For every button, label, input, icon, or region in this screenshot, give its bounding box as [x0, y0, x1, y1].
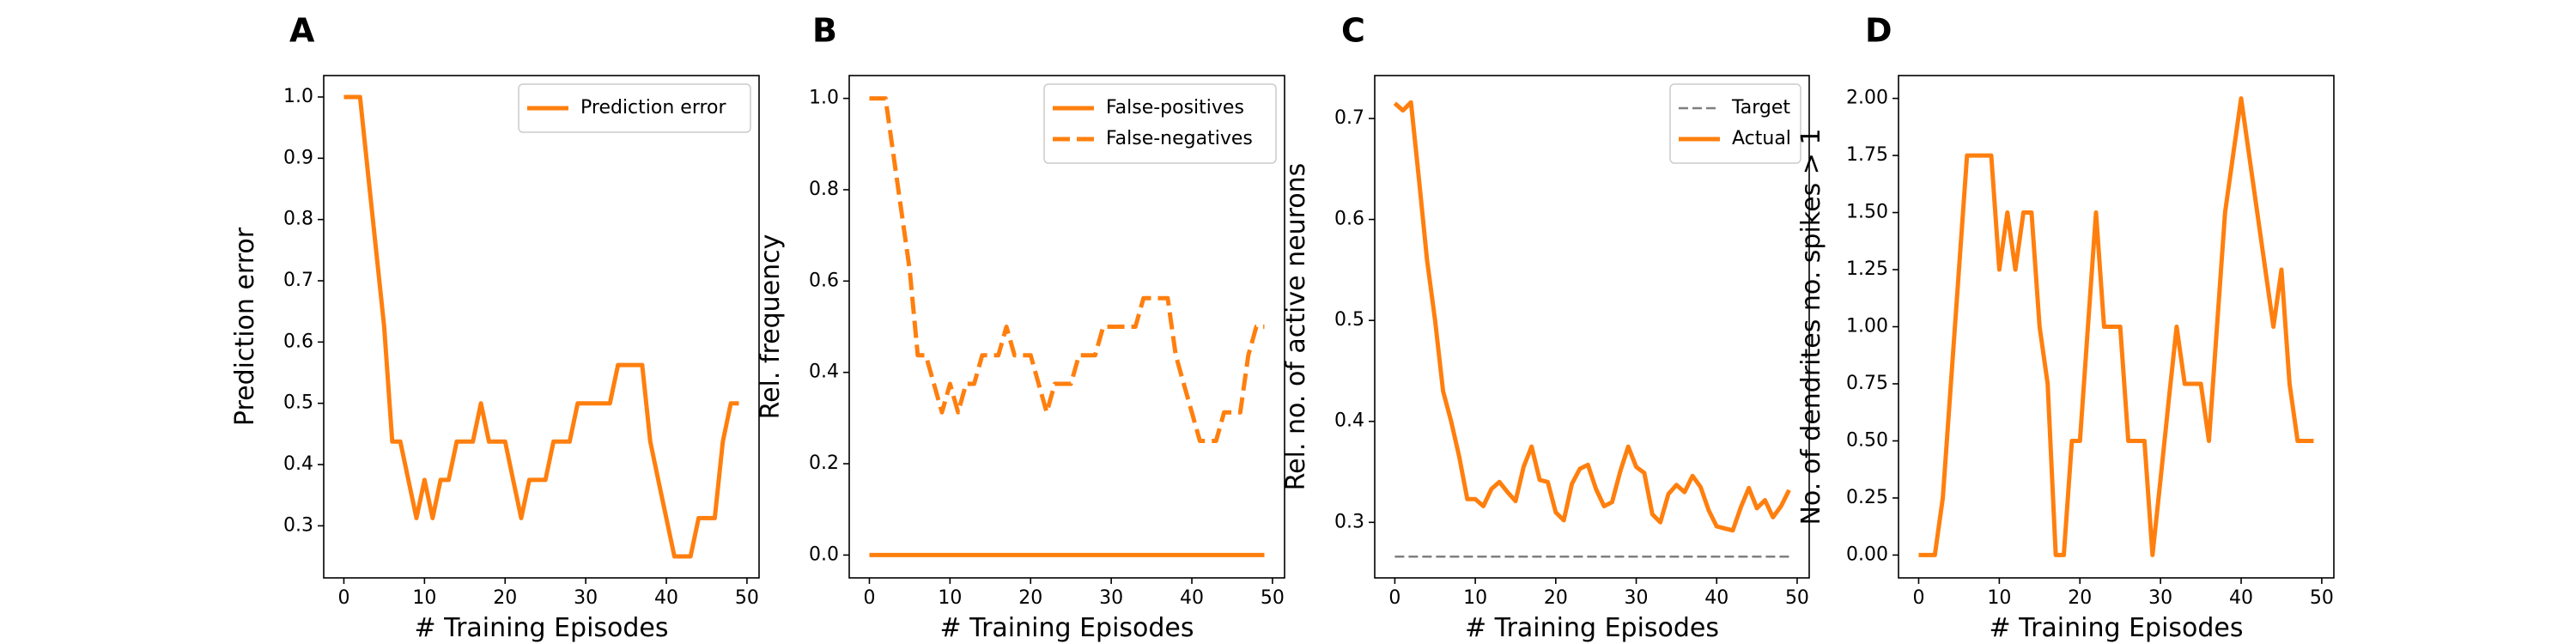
y-tick-label: 1.0 — [809, 88, 839, 109]
panel-letter: A — [289, 12, 315, 50]
panel-b: B 0 10 20 30 40 50 0.0 0.2 0.4 0.6 0.8 1.0 # Training… — [756, 12, 1285, 643]
legend-label: Prediction error — [580, 97, 726, 118]
x-axis-label: # Training Episodes — [414, 613, 668, 643]
y-axis-label: Rel. no. of active neurons — [1281, 163, 1311, 491]
y-tick-label: 0.6 — [809, 270, 839, 291]
x-tick-label: 40 — [1180, 587, 1204, 609]
y-tick-label: 1.75 — [1846, 144, 1888, 166]
y-tick-label: 0.8 — [283, 209, 313, 230]
x-tick-label: 30 — [574, 587, 598, 609]
y-tick-label: 0.50 — [1846, 429, 1888, 451]
legend-label: False-positives — [1106, 97, 1244, 118]
x-tick-label: 50 — [735, 587, 759, 609]
x-tick-label: 50 — [1261, 587, 1285, 609]
x-tick-label: 50 — [1785, 587, 1809, 609]
panel-c: C 0 10 20 30 40 50 0.3 0.4 0.5 0.6 0.7 # Training Ep… — [1281, 12, 1810, 643]
x-tick-label: 40 — [2229, 587, 2253, 609]
y-tick-label: 0.00 — [1846, 544, 1888, 565]
y-tick-label: 0.2 — [809, 453, 839, 474]
x-tick-label: 0 — [1388, 587, 1400, 609]
x-axis-label: # Training Episodes — [939, 613, 1194, 643]
legend: Target Actual — [1669, 83, 1801, 164]
panel-a: A 0 10 20 30 40 50 0.3 0.4 0.5 0.6 0.7 0.8 0.9 1.0 # Tr… — [230, 12, 760, 643]
x-tick-label: 0 — [337, 587, 349, 609]
x-tick-label: 0 — [863, 587, 875, 609]
y-tick-label: 0.4 — [809, 361, 839, 383]
panel-letter: B — [812, 12, 837, 50]
y-tick-label: 0.4 — [283, 453, 313, 475]
legend-box — [518, 83, 751, 133]
x-axis-label: # Training Episodes — [1989, 613, 2243, 643]
y-tick-label: 0.7 — [1334, 107, 1364, 129]
x-tick-label: 10 — [412, 587, 436, 609]
x-tick-label: 10 — [938, 587, 962, 609]
y-tick-label: 0.5 — [1334, 309, 1364, 331]
panel-d: D 0 10 20 30 40 50 0.00 0.25 0.50 0.75 1.00 1.25 1.50… — [1796, 12, 2335, 643]
axes-frame — [848, 75, 1285, 579]
y-tick-label: 0.6 — [1334, 209, 1364, 230]
y-tick-label: 2.00 — [1846, 88, 1888, 109]
y-axis-label: Prediction error — [230, 227, 260, 426]
x-tick-label: 20 — [1018, 587, 1042, 609]
y-tick-label: 0.3 — [1334, 511, 1364, 532]
y-tick-label: 0.9 — [283, 147, 313, 168]
y-tick-label: 1.00 — [1846, 316, 1888, 337]
x-tick-label: 20 — [493, 587, 517, 609]
y-tick-label: 0.7 — [283, 270, 313, 291]
y-axis-label: Rel. frequency — [756, 234, 786, 420]
x-tick-label: 50 — [2310, 587, 2334, 609]
legend: False-positives False-negatives — [1043, 83, 1277, 164]
plot-area — [343, 94, 739, 559]
y-tick-label: 1.25 — [1846, 258, 1888, 280]
y-tick-label: 0.4 — [1334, 410, 1364, 432]
y-tick-label: 0.8 — [809, 179, 839, 200]
y-tick-label: 0.25 — [1846, 487, 1888, 508]
x-tick-label: 30 — [2148, 587, 2172, 609]
x-tick-label: 10 — [1987, 587, 2011, 609]
y-tick-label: 1.0 — [283, 86, 313, 107]
x-tick-label: 20 — [1544, 587, 1568, 609]
y-axis-label: No. of dendrites no. spikes > 1 — [1796, 128, 1826, 525]
plot-area — [1918, 96, 2314, 557]
y-tick-label: 0.3 — [283, 514, 313, 536]
series-line-prediction-error — [343, 94, 739, 559]
panel-letter: C — [1341, 12, 1365, 50]
axes-frame — [1374, 75, 1810, 579]
legend-label: Actual — [1732, 128, 1791, 149]
x-tick-label: 20 — [2068, 587, 2092, 609]
legend-box — [1043, 83, 1277, 164]
x-tick-label: 40 — [1704, 587, 1728, 609]
x-tick-label: 30 — [1625, 587, 1649, 609]
y-tick-label: 1.50 — [1846, 202, 1888, 223]
y-tick-label: 0.75 — [1846, 373, 1888, 394]
series-line-actual — [1393, 100, 1791, 533]
x-tick-label: 0 — [1912, 587, 1924, 609]
x-tick-label: 40 — [654, 587, 678, 609]
series-line-false-negatives — [869, 96, 1265, 443]
plot-area — [1393, 100, 1791, 558]
y-tick-label: 0.5 — [283, 392, 313, 414]
legend-label: False-negatives — [1106, 128, 1253, 149]
x-tick-label: 30 — [1099, 587, 1123, 609]
legend-box — [1669, 83, 1801, 164]
y-tick-label: 0.6 — [283, 331, 313, 352]
plot-area — [869, 96, 1265, 557]
legend: Prediction error — [518, 83, 751, 133]
x-tick-label: 10 — [1463, 587, 1487, 609]
axes-frame — [323, 75, 760, 579]
panel-letter: D — [1865, 12, 1893, 50]
legend-label: Target — [1731, 97, 1790, 118]
x-axis-label: # Training Episodes — [1465, 613, 1719, 643]
series-line-1 — [1918, 96, 2314, 557]
y-tick-label: 0.0 — [809, 544, 839, 565]
